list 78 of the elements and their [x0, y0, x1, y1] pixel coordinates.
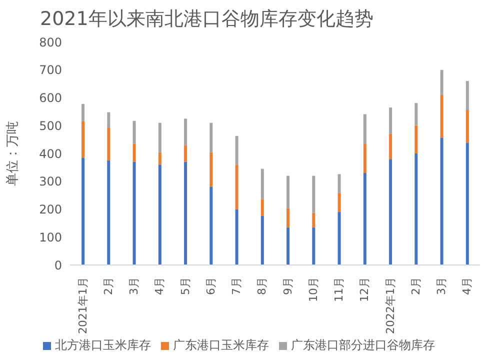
bar — [158, 122, 162, 152]
bar — [132, 144, 136, 162]
bar — [82, 120, 85, 158]
bar — [132, 162, 136, 265]
bar — [466, 142, 469, 265]
x-tick-label: 2月 — [409, 277, 422, 295]
x-tick-label: 9月 — [281, 277, 294, 295]
bar — [107, 128, 110, 160]
bar — [440, 70, 444, 95]
bar — [389, 134, 392, 160]
legend-label: 北方港口玉米库存 — [55, 338, 151, 352]
y-tick-label: 300 — [39, 174, 62, 189]
x-tick-label: 11月 — [332, 277, 346, 302]
y-tick-label: 600 — [39, 91, 62, 106]
legend-label: 广东港口玉米库存 — [173, 338, 269, 352]
bar — [82, 158, 85, 265]
bar — [210, 152, 213, 187]
x-tick-label: 3月 — [128, 277, 141, 295]
bar — [184, 145, 188, 162]
bar — [184, 162, 188, 265]
y-tick-label: 700 — [39, 63, 62, 78]
bar — [210, 186, 213, 265]
bar — [466, 81, 469, 110]
x-tick-label: 10月 — [306, 277, 320, 302]
bar — [363, 173, 366, 265]
bar — [235, 164, 238, 210]
x-tick-label: 4月 — [460, 277, 474, 295]
bar — [107, 160, 110, 265]
bar — [363, 144, 366, 174]
bar — [312, 227, 316, 265]
bar — [132, 120, 136, 144]
y-tick-label: 100 — [39, 230, 62, 244]
x-tick-label: 3月 — [435, 277, 448, 295]
bar — [235, 136, 238, 165]
bar — [389, 108, 392, 134]
x-tick-label: 7月 — [230, 277, 244, 295]
legend-label: 广东港口部分进口谷物库存 — [291, 338, 435, 352]
y-tick-label: 400 — [39, 146, 62, 161]
bar — [414, 125, 418, 154]
bar — [414, 154, 418, 265]
bar — [107, 112, 110, 128]
bar — [389, 159, 392, 265]
y-tick-label: 0 — [54, 258, 62, 272]
bar — [235, 209, 238, 265]
bar — [312, 212, 316, 228]
y-axis-title: 单位：万吨 — [6, 121, 21, 186]
x-tick-label: 4月 — [153, 277, 166, 295]
bar — [260, 199, 264, 216]
bar — [338, 174, 341, 193]
bar — [286, 227, 290, 265]
bar — [210, 122, 213, 152]
x-tick-label: 2021年1月 — [76, 277, 90, 334]
bar — [286, 208, 290, 228]
x-tick-label: 2022年1月 — [384, 277, 397, 334]
bar — [260, 216, 264, 265]
chart-title: 2021年以来南北港口谷物库存变化趋势 — [40, 7, 374, 32]
y-tick-label: 500 — [39, 118, 62, 133]
x-tick-label: 8月 — [256, 277, 269, 295]
bar — [158, 164, 162, 265]
bar — [82, 104, 85, 121]
bar — [338, 212, 341, 265]
bar — [260, 168, 264, 200]
x-tick-label: 12月 — [358, 277, 372, 302]
bar — [338, 192, 341, 212]
bar — [312, 176, 316, 213]
x-tick-label: 6月 — [204, 277, 218, 295]
y-tick-label: 200 — [39, 202, 62, 217]
bar — [466, 110, 469, 143]
x-tick-label: 2月 — [102, 277, 115, 295]
bar — [158, 152, 162, 165]
bar — [414, 103, 418, 126]
bar — [363, 114, 366, 144]
bar — [440, 94, 444, 138]
bar — [286, 176, 290, 208]
bar — [440, 138, 444, 265]
x-tick-label: 5月 — [178, 277, 192, 295]
y-tick-label: 800 — [39, 35, 62, 50]
bar — [184, 118, 188, 146]
